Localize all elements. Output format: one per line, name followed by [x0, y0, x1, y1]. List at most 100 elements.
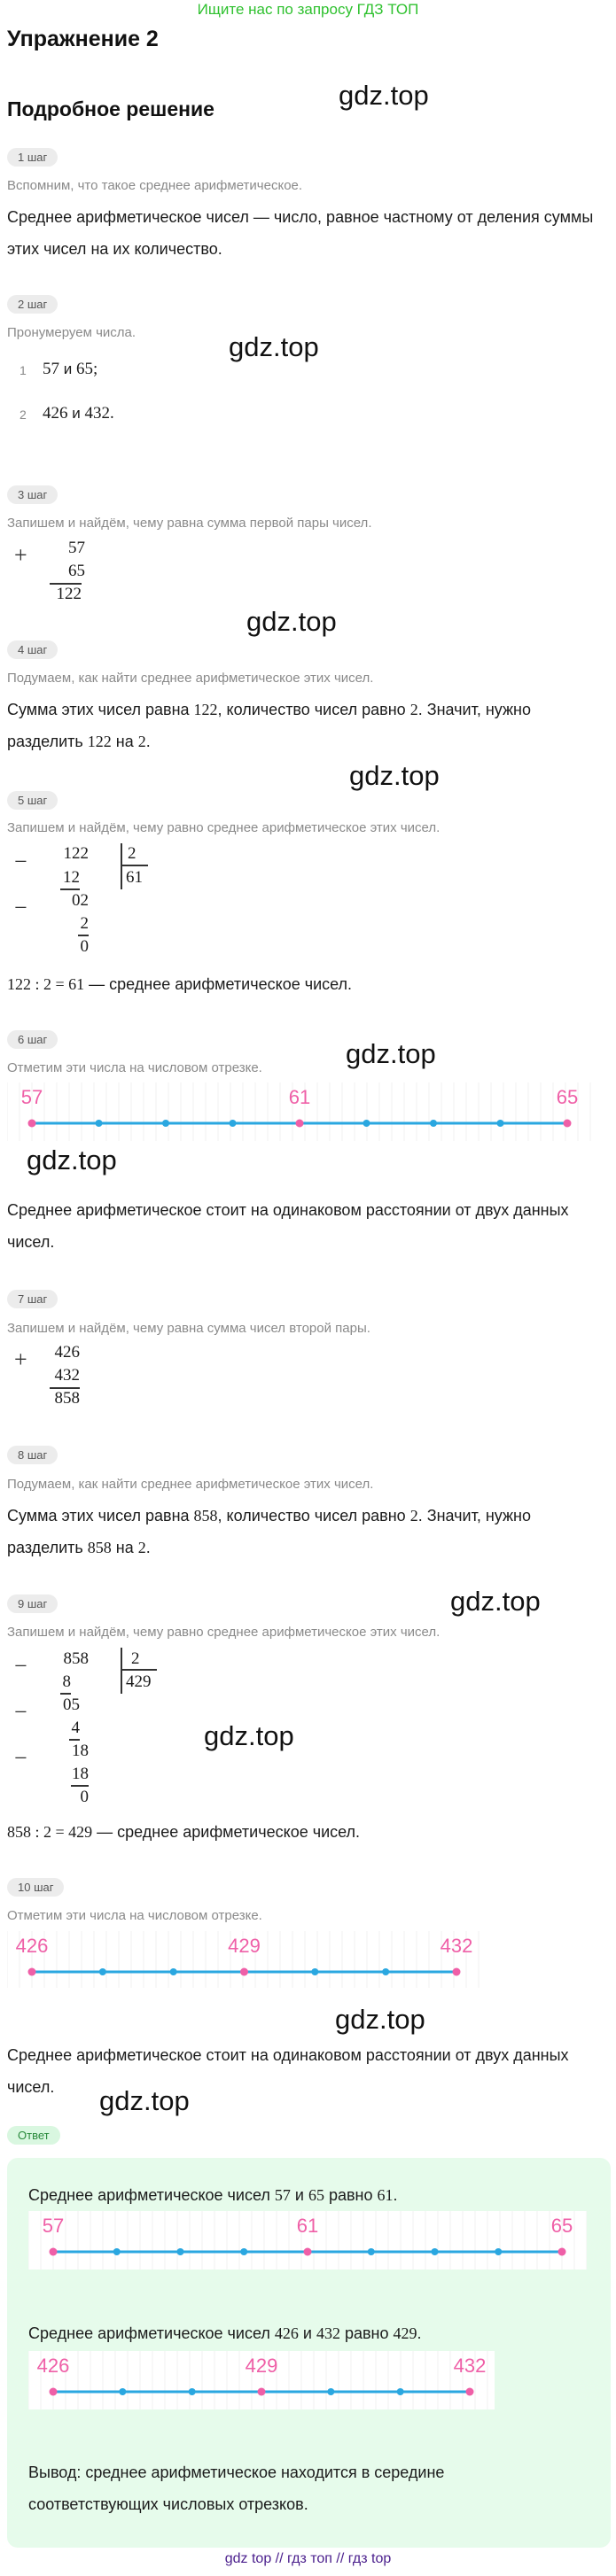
- step-hint: Подумаем, как найти среднее арифметическ…: [7, 1477, 374, 1492]
- tick-point: [240, 2248, 248, 2255]
- sum: 858: [54, 1389, 81, 1408]
- tick-point: [98, 1968, 106, 1975]
- page-title: Упражнение 2: [7, 27, 159, 51]
- conclusion: соответствующих числовых отрезков.: [28, 2495, 308, 2513]
- step-hint: Отметим эти числа на числовом отрезке.: [7, 1908, 262, 1923]
- watermark: gdz.top: [204, 1720, 294, 1751]
- conclusion: Вывод: среднее арифметическое находится …: [28, 2463, 445, 2481]
- point-label: 426: [37, 2355, 70, 2377]
- remainder: 18: [72, 1742, 89, 1760]
- point-label: 57: [43, 2215, 64, 2237]
- step-hint: Запишем и найдём, чему равна сумма чисел…: [7, 1321, 370, 1336]
- minus-sign: −: [14, 1653, 27, 1679]
- sub-line: [71, 1785, 89, 1787]
- watermark: gdz.top: [335, 2004, 425, 2035]
- search-hint-link[interactable]: Ищите нас по запросу ГДЗ ТОП: [197, 1, 419, 18]
- marked-point: [558, 2247, 566, 2256]
- watermark: gdz.top: [346, 1038, 436, 1069]
- answer-number-line-second: 426 429 432: [28, 2351, 495, 2409]
- step-badge: 4 шаг: [7, 640, 58, 659]
- list-item: 426 и 432.: [43, 404, 114, 423]
- step-hint: Пронумеруем числа.: [7, 325, 136, 340]
- watermark: gdz.top: [27, 1144, 117, 1175]
- step-hint: Запишем и найдём, чему равно среднее ари…: [7, 1625, 441, 1640]
- sum-line: [50, 583, 82, 585]
- point-label: 432: [441, 1935, 473, 1957]
- step-text: Среднее арифметическое стоит на одинаков…: [7, 2046, 569, 2064]
- tick-point: [495, 2248, 503, 2255]
- plus-sign: +: [14, 1346, 27, 1372]
- footer-separator: //: [275, 2551, 284, 2566]
- remainder: 0: [80, 1788, 90, 1806]
- step-text: разделить 122 на 2.: [7, 733, 151, 750]
- footer-link[interactable]: гдз топ: [287, 2551, 332, 2566]
- step-text: Сумма этих чисел равна 858, количество ч…: [7, 1507, 531, 1525]
- addend: 57: [68, 539, 85, 557]
- result: 858 : 2 = 429 — среднее арифметическое ч…: [7, 1823, 361, 1841]
- marked-point: [49, 2387, 58, 2396]
- tick-point: [396, 2388, 404, 2395]
- step-hint: Запишем и найдём, чему равно среднее ари…: [7, 820, 441, 835]
- watermark: gdz.top: [339, 80, 429, 111]
- partial-product: 4: [71, 1719, 81, 1737]
- dividend: 122: [63, 844, 90, 863]
- sub-line: [60, 1693, 71, 1695]
- point-label: 432: [454, 2355, 487, 2377]
- step-badge: 7 шаг: [7, 1290, 58, 1308]
- watermark: gdz.top: [99, 2085, 190, 2116]
- step-badge: 8 шаг: [7, 1446, 58, 1464]
- tick-point: [119, 2388, 127, 2395]
- remainder: 0: [80, 937, 90, 956]
- plus-sign: +: [14, 542, 27, 568]
- addend: 65: [68, 562, 85, 580]
- step-hint: Отметим эти числа на числовом отрезке.: [7, 1060, 262, 1075]
- number-line-second: 426 429 432: [7, 1931, 480, 1988]
- minus-sign: −: [14, 895, 27, 920]
- step-badge: 5 шаг: [7, 791, 58, 810]
- addend: 426: [54, 1343, 81, 1362]
- marked-point: [49, 2247, 58, 2256]
- addend: 432: [54, 1366, 81, 1385]
- tick-point: [311, 1968, 319, 1975]
- tick-point: [162, 1120, 169, 1127]
- marked-point: [295, 1119, 304, 1128]
- tick-point: [496, 1120, 504, 1127]
- tick-point: [430, 1120, 437, 1127]
- step-text: этих чисел на их количество.: [7, 240, 222, 258]
- division-bar: [121, 1648, 122, 1694]
- minus-sign: −: [14, 1699, 27, 1725]
- tick-point: [95, 1120, 103, 1127]
- quotient: 429: [126, 1672, 152, 1691]
- step-badge: 9 шаг: [7, 1594, 58, 1613]
- marked-point: [465, 2387, 474, 2396]
- sub-line: [60, 888, 80, 890]
- step-text: Среднее арифметическое чисел — число, ра…: [7, 208, 594, 226]
- marked-point: [303, 2247, 312, 2256]
- step-badge: 3 шаг: [7, 485, 58, 504]
- list-number: 2: [19, 407, 27, 422]
- division-bar: [121, 843, 122, 889]
- tick-point: [176, 2248, 184, 2255]
- marked-point: [257, 2387, 266, 2396]
- watermark: gdz.top: [450, 1586, 541, 1617]
- point-label: 65: [551, 2215, 573, 2237]
- step-badge: 1 шаг: [7, 148, 58, 167]
- step-text: чисел.: [7, 1233, 55, 1251]
- tick-point: [327, 2388, 335, 2395]
- sub-line: [69, 1739, 80, 1741]
- marked-point: [563, 1119, 572, 1128]
- point-label: 429: [246, 2355, 278, 2377]
- marked-point: [240, 1967, 248, 1976]
- list-number: 1: [19, 363, 27, 377]
- footer-link[interactable]: gdz top: [224, 2551, 272, 2566]
- quotient: 61: [126, 868, 143, 887]
- result: 122 : 2 = 61 — среднее арифметическое чи…: [7, 975, 353, 993]
- point-label: 61: [297, 2215, 318, 2237]
- step-badge: 10 шаг: [7, 1878, 65, 1897]
- step-badge: 2 шаг: [7, 295, 58, 314]
- footer-link[interactable]: гдз top: [347, 2551, 392, 2566]
- dividend: 858: [63, 1649, 90, 1668]
- minus-sign: −: [14, 849, 27, 874]
- point-label: 65: [557, 1086, 578, 1108]
- footer-links: gdz top // гдз топ // гдз top: [0, 2551, 616, 2567]
